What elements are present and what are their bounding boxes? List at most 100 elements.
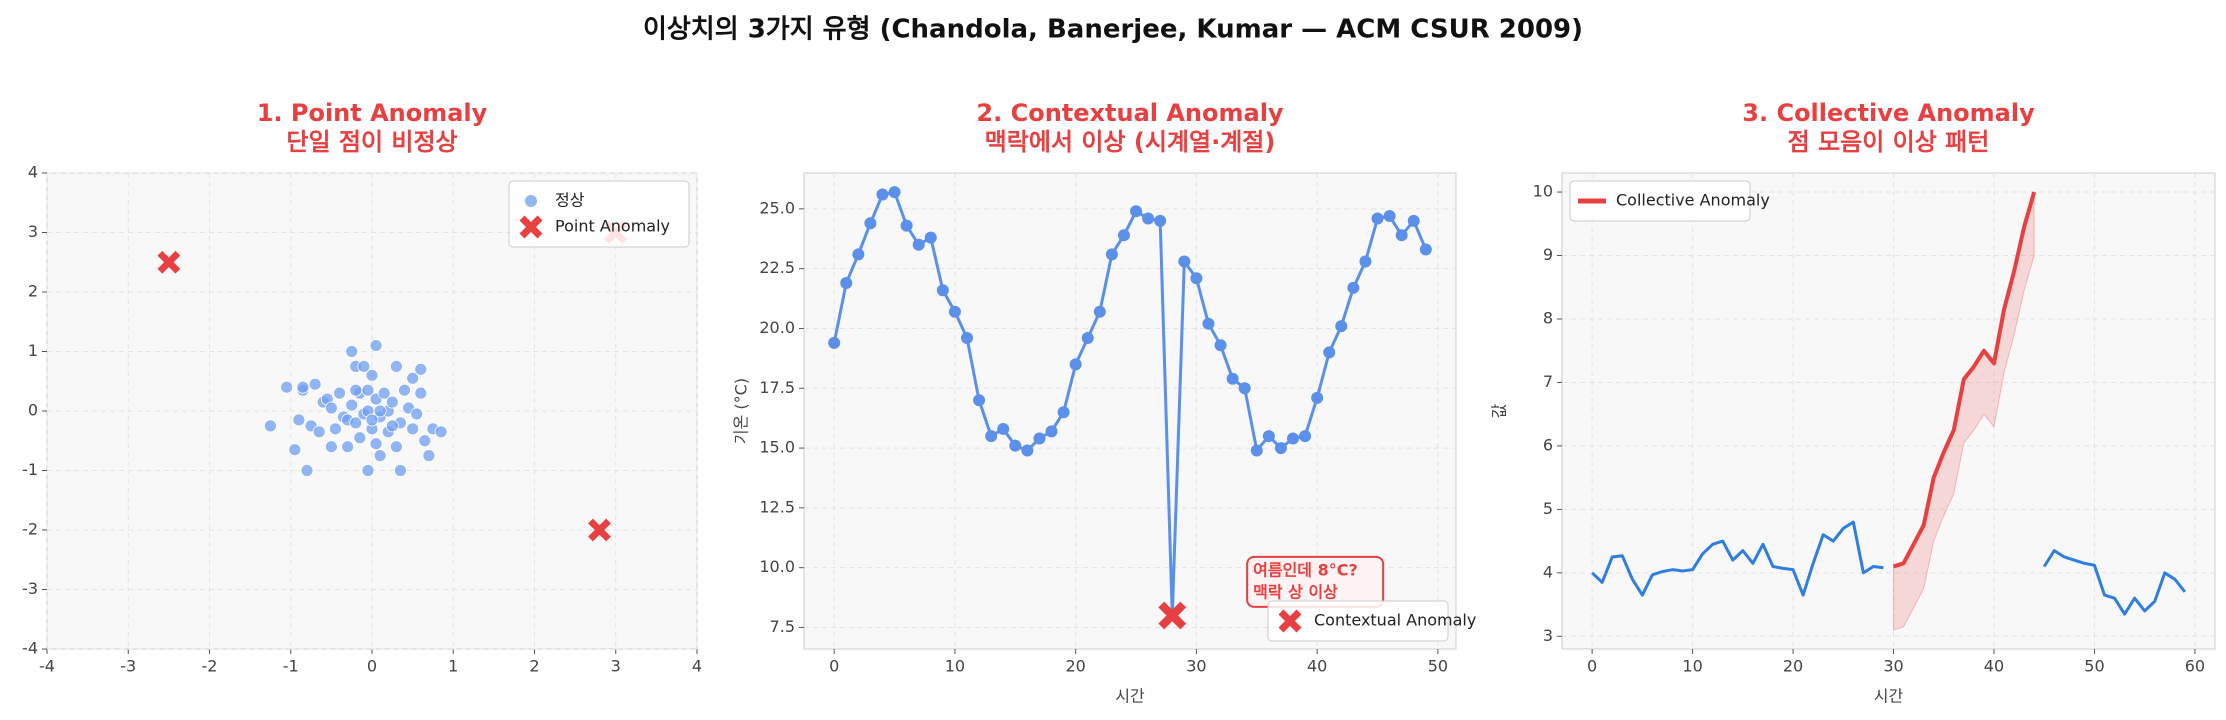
data-point [1274,442,1287,455]
data-point [296,380,310,394]
data-line [832,190,1428,618]
data-point [1311,391,1324,404]
data-point [1347,281,1360,294]
plot-area [1561,172,2216,650]
legend: Collective Anomaly [1569,180,1770,222]
legend: 정상 Point Anomaly [508,180,690,248]
x-tick-label: 0 [367,657,377,676]
y-tick-label: 3 [1543,626,1553,645]
y-axis-label: 기온 (°C) [732,378,751,444]
data-point [341,440,355,454]
data-point [876,188,889,201]
data-point [369,437,383,451]
data-point [1287,432,1299,445]
data-point [349,416,363,430]
x-tick-label: 40 [1307,657,1327,676]
x-tick-label: 30 [1883,657,1903,676]
anomaly-marker [157,250,181,274]
x-tick-label: 60 [2185,657,2205,676]
data-point [985,430,998,443]
x-tick-label: 0 [1587,657,1597,676]
data-point [385,419,399,433]
chart-title: 2. Contextual Anomaly [976,99,1284,127]
data-point [973,394,986,407]
x-tick-label: 4 [692,657,702,676]
data-point [373,449,387,463]
data-point [840,277,853,290]
data-point [936,284,949,297]
data-point [389,359,403,373]
data-point [410,407,424,421]
data-point [1262,430,1275,443]
legend-box [1267,600,1449,642]
chart-subtitle: 맥락에서 이상 (시계열·계절) [985,128,1276,156]
x-tick-label: -1 [283,657,299,676]
x-tick-label: -4 [39,657,55,676]
data-point [1130,205,1143,218]
data-point [1250,444,1263,457]
data-point [264,419,277,433]
data-point [1105,248,1118,261]
y-tick-label: 0 [28,401,38,420]
data-point [333,386,346,400]
y-tick-label: -2 [22,520,38,539]
x-tick-label: -2 [202,657,218,676]
y-tick-label: 22.5 [759,258,795,277]
y-tick-label: 6 [1543,435,1553,454]
x-tick-label: 50 [1428,657,1448,676]
data-point [406,371,420,385]
x-tick-label: 0 [829,657,839,676]
data-point [1033,432,1046,445]
data-point [324,440,338,454]
y-tick-label: 8 [1543,308,1553,327]
data-point [1142,212,1155,225]
legend-swatch [525,195,537,207]
data-point [365,413,379,427]
data-point [369,339,383,352]
data-point [828,336,841,349]
y-tick-label: 7 [1543,372,1553,391]
x-tick-label: 2 [529,657,539,676]
y-tick-label: 5 [1543,499,1553,518]
annotation-text: 여름인데 8°C? [1253,560,1358,579]
chart-subtitle: 점 모음이 이상 패턴 [1788,128,1990,156]
x-tick-label: 50 [2084,657,2104,676]
data-point [1214,339,1227,352]
y-tick-label: -4 [22,639,38,658]
legend-swatch [519,215,543,239]
data-point [997,422,1010,435]
data-line [1591,520,2187,616]
data-point [324,401,338,415]
data-point [389,440,403,454]
x-axis-label: 시간 [1115,687,1145,706]
y-tick-label: -1 [22,460,38,479]
data-point [961,332,973,345]
data-point [377,386,391,400]
data-point [394,464,407,477]
data-point [292,413,306,427]
y-tick-label: -3 [22,579,38,598]
y-tick-label: 17.5 [759,378,795,397]
x-tick-label: 20 [1065,657,1085,676]
data-point [900,219,913,232]
data-point [1021,444,1034,457]
data-point [924,231,937,244]
y-axis-label: 값 [1490,403,1509,418]
data-point [398,383,411,397]
data-point [1407,214,1420,227]
data-point [1323,346,1336,359]
y-tick-label: 20.0 [759,318,795,337]
x-tick-label: 10 [945,657,965,676]
legend-box [1569,180,1751,222]
data-point [434,425,448,439]
anomaly-marker [1158,601,1187,630]
y-tick-label: 25.0 [759,198,795,217]
data-point [1081,332,1094,345]
legend-label: 정상 [555,191,585,210]
x-tick-label: 1 [448,657,458,676]
x-tick-label: 30 [1186,657,1206,676]
data-point [349,383,363,397]
legend: Contextual Anomaly [1267,600,1476,642]
data-point [1009,439,1022,452]
data-point [852,248,865,261]
